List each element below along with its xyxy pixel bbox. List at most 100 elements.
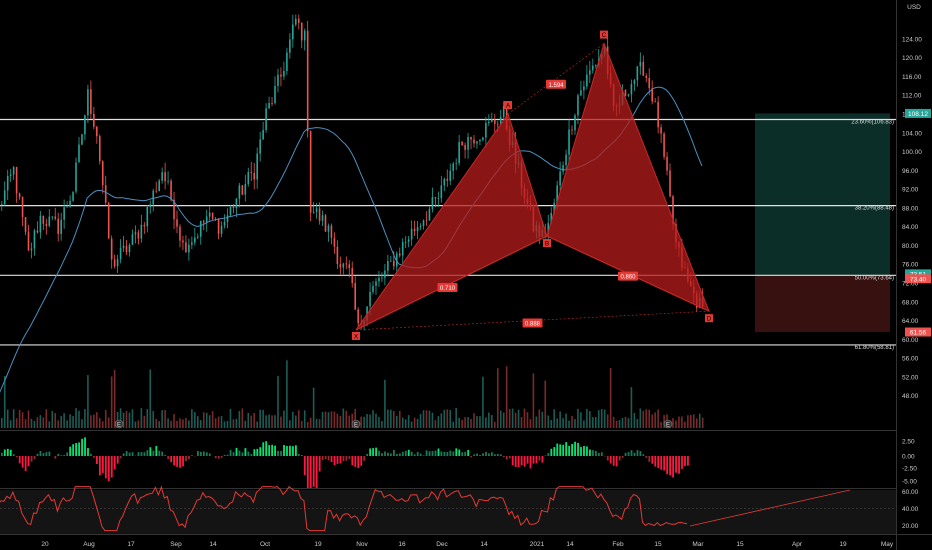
fib-level-label: 23.60%(106.83) bbox=[851, 119, 894, 125]
candle-body bbox=[401, 242, 404, 256]
volume-bar bbox=[348, 415, 351, 428]
candle-body bbox=[589, 70, 591, 75]
time-axis[interactable]: 20 Aug 17 Sep 14 Oct 19 Nov 16 Dec 14 2021 14 Feb 15 Ma… bbox=[41, 541, 894, 548]
oscillator-bar bbox=[286, 446, 288, 456]
candle-body bbox=[262, 129, 264, 140]
candle bbox=[303, 28, 306, 51]
candle-body bbox=[179, 226, 181, 241]
oscillator-bar bbox=[122, 453, 125, 456]
harmonic-pattern[interactable]: 0.710 1.594 0.860 0.888 X A B C D bbox=[352, 30, 713, 341]
oscillator-bar bbox=[517, 456, 520, 468]
candle bbox=[428, 206, 431, 221]
volume-bar bbox=[366, 413, 368, 428]
oscillator-bar bbox=[375, 447, 377, 456]
candle bbox=[45, 218, 48, 235]
time-tick-label: 2021 bbox=[530, 541, 545, 548]
long-position-box[interactable] bbox=[755, 113, 890, 333]
candle bbox=[645, 73, 648, 83]
candle-body bbox=[226, 215, 229, 222]
candle-body bbox=[398, 253, 401, 256]
currency-label: USD bbox=[907, 4, 921, 11]
oscillator-bar bbox=[529, 456, 532, 469]
candle-body bbox=[372, 285, 374, 292]
candle bbox=[547, 214, 550, 243]
candle bbox=[167, 171, 169, 185]
oscillator-bar bbox=[461, 452, 464, 456]
price-axis[interactable]: USD124.00120.00116.00112.00108.00104.001… bbox=[902, 4, 931, 530]
candle bbox=[354, 276, 356, 310]
oscillator-bar bbox=[84, 437, 86, 456]
volume-bar bbox=[292, 412, 294, 428]
volume-bar bbox=[443, 409, 446, 428]
candle bbox=[458, 135, 460, 166]
candle-body bbox=[300, 22, 303, 41]
oscillator-bar bbox=[101, 456, 104, 473]
rsi-line bbox=[0, 485, 688, 532]
candle bbox=[333, 232, 336, 254]
oscillator-bar bbox=[90, 453, 92, 456]
candle bbox=[297, 14, 300, 30]
oscillator-bar bbox=[155, 445, 158, 456]
volume-bar bbox=[577, 409, 579, 428]
oscillator-bar bbox=[128, 452, 131, 456]
candle-body bbox=[461, 141, 463, 146]
volume-bar bbox=[491, 415, 493, 428]
volume-bar bbox=[404, 419, 407, 428]
volume-bar bbox=[173, 414, 175, 428]
volume-bar bbox=[140, 408, 143, 428]
oscillator-bar bbox=[289, 445, 291, 456]
volume-bar bbox=[98, 417, 101, 428]
volume-bar bbox=[84, 408, 86, 428]
oscillator-bar bbox=[675, 456, 677, 473]
candle bbox=[286, 47, 288, 75]
volume-bar bbox=[600, 409, 603, 428]
candle bbox=[110, 235, 113, 269]
price-badge-box bbox=[905, 108, 931, 118]
candle bbox=[128, 243, 131, 257]
oscillator-bar bbox=[295, 445, 297, 456]
volume-bar bbox=[538, 409, 541, 428]
candle-body bbox=[592, 65, 594, 71]
candle-body bbox=[336, 246, 339, 265]
volume-bar bbox=[15, 418, 18, 428]
oscillator-bar bbox=[606, 456, 609, 461]
candle bbox=[562, 161, 564, 175]
price-tick-label: 96.00 bbox=[902, 168, 919, 175]
candle-body bbox=[235, 198, 238, 209]
oscillator-bar bbox=[232, 452, 235, 456]
oscillator-bar bbox=[104, 456, 107, 479]
candle bbox=[624, 89, 627, 97]
oscillator-bar bbox=[410, 451, 413, 456]
candle-body bbox=[63, 207, 65, 220]
volume-bar bbox=[199, 420, 202, 428]
oscillator-bar bbox=[657, 456, 660, 469]
volume-bar bbox=[615, 420, 618, 428]
oscillator-bar bbox=[63, 455, 66, 456]
candle bbox=[238, 182, 241, 208]
volume-bar bbox=[149, 369, 152, 428]
volume-bar bbox=[657, 409, 659, 428]
ratio-label-text: 0.860 bbox=[620, 275, 636, 281]
candle bbox=[642, 55, 645, 76]
candle bbox=[256, 147, 258, 189]
oscillator-bar bbox=[404, 450, 407, 456]
candle bbox=[48, 209, 51, 228]
oscillator-bar bbox=[283, 445, 285, 456]
candle-body bbox=[381, 277, 383, 279]
time-tick-label: Oct bbox=[260, 541, 270, 548]
volume-bar bbox=[458, 417, 460, 428]
candle bbox=[78, 137, 80, 163]
oscillator-bar bbox=[81, 438, 83, 456]
candle-body bbox=[289, 39, 291, 53]
candle-body bbox=[42, 215, 45, 224]
oscillator-bar bbox=[196, 450, 199, 456]
candle bbox=[577, 93, 579, 125]
time-tick-label: 14 bbox=[566, 541, 574, 548]
volume-bar bbox=[81, 419, 83, 428]
volume-bar bbox=[416, 418, 419, 428]
oscillator-bar bbox=[514, 456, 517, 467]
oscillator-bar bbox=[57, 453, 60, 456]
oscillator-bar bbox=[348, 456, 351, 460]
